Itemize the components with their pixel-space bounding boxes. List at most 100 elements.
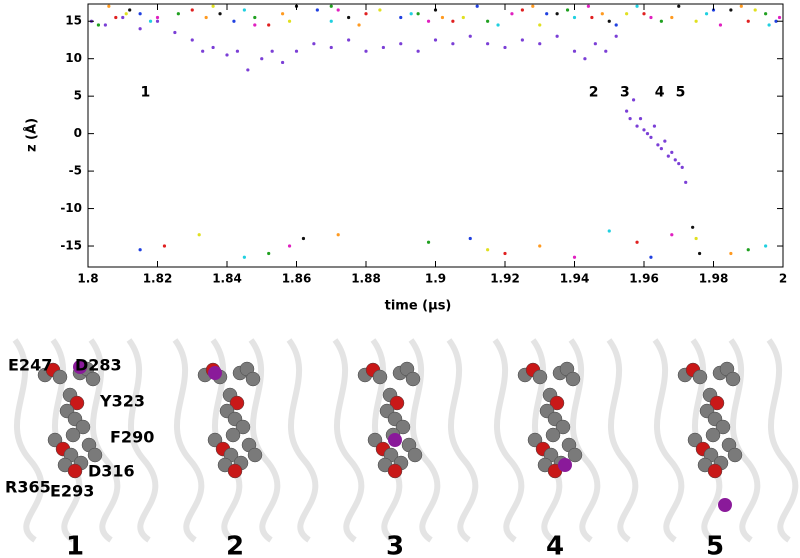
atom bbox=[75, 419, 91, 435]
point bbox=[426, 19, 431, 23]
helix bbox=[172, 338, 205, 543]
atom bbox=[69, 395, 85, 411]
point bbox=[287, 19, 292, 23]
point bbox=[433, 38, 438, 42]
point bbox=[520, 8, 524, 12]
residue-label: E247 bbox=[8, 356, 52, 375]
point bbox=[201, 49, 205, 53]
point bbox=[416, 49, 420, 53]
helix bbox=[728, 338, 761, 543]
point bbox=[270, 49, 274, 53]
point bbox=[124, 12, 128, 16]
point bbox=[607, 229, 611, 233]
point bbox=[281, 60, 285, 65]
point bbox=[656, 143, 660, 147]
point bbox=[729, 8, 733, 12]
point bbox=[764, 244, 768, 248]
point bbox=[329, 45, 333, 50]
residue-label: F290 bbox=[110, 428, 154, 447]
point bbox=[114, 15, 118, 20]
point bbox=[625, 12, 629, 16]
x-tick-label: 1.82 bbox=[143, 272, 173, 286]
point bbox=[364, 49, 368, 53]
helix bbox=[492, 338, 525, 543]
point bbox=[281, 12, 285, 16]
point bbox=[103, 23, 107, 27]
x-tick-label: 1.88 bbox=[351, 272, 381, 286]
point bbox=[698, 251, 702, 256]
helix bbox=[408, 338, 441, 543]
y-axis-label: z (Å) bbox=[24, 118, 40, 152]
point bbox=[531, 4, 535, 8]
helix bbox=[332, 338, 365, 543]
snapshot-label: 5 bbox=[706, 532, 724, 558]
point bbox=[572, 49, 577, 53]
y-tick-label: 10 bbox=[65, 51, 82, 65]
residue-label: D283 bbox=[75, 356, 122, 375]
y-tick-label: -15 bbox=[60, 239, 82, 253]
point bbox=[652, 124, 657, 128]
point bbox=[426, 240, 431, 244]
point bbox=[538, 244, 542, 248]
atom bbox=[692, 369, 708, 385]
atom bbox=[52, 369, 68, 385]
point bbox=[197, 233, 201, 237]
point bbox=[510, 12, 514, 16]
point bbox=[614, 34, 618, 38]
point bbox=[645, 132, 650, 136]
point bbox=[520, 38, 524, 42]
point bbox=[315, 8, 319, 12]
point bbox=[416, 12, 420, 16]
point bbox=[607, 19, 611, 23]
point bbox=[694, 19, 698, 23]
atom bbox=[727, 447, 743, 463]
point bbox=[538, 42, 542, 46]
point bbox=[475, 4, 479, 8]
point bbox=[642, 128, 646, 132]
point bbox=[635, 124, 639, 128]
point bbox=[190, 8, 194, 12]
annotation: 3 bbox=[620, 84, 630, 100]
snapshot-label: 1 bbox=[66, 532, 84, 558]
point bbox=[287, 244, 292, 248]
point bbox=[138, 248, 142, 252]
point bbox=[631, 98, 636, 102]
x-axis-label: time (μs) bbox=[385, 299, 452, 314]
atom bbox=[567, 447, 583, 463]
point bbox=[572, 255, 577, 259]
point bbox=[107, 4, 111, 8]
x-tick-label: 1.9 bbox=[425, 272, 446, 286]
x-tick-label: 1.92 bbox=[490, 272, 520, 286]
point bbox=[635, 240, 639, 244]
point bbox=[673, 158, 677, 162]
plot: 1.8 1.82 1.84 1.86 1.88 1.9 1.92 1.94 1.96 1.98 2 1… bbox=[60, 3, 787, 286]
atom bbox=[225, 427, 241, 443]
point bbox=[381, 45, 385, 50]
atom bbox=[532, 369, 548, 385]
atom bbox=[555, 419, 571, 435]
atom bbox=[709, 395, 725, 411]
atom bbox=[549, 395, 565, 411]
point bbox=[121, 15, 125, 20]
y-tick-label: -10 bbox=[60, 201, 82, 215]
point bbox=[677, 161, 681, 166]
point bbox=[638, 117, 643, 121]
ion bbox=[208, 366, 222, 380]
point bbox=[704, 12, 709, 16]
snapshot-label: 4 bbox=[546, 532, 564, 558]
point bbox=[211, 4, 215, 8]
point bbox=[148, 19, 153, 23]
point bbox=[767, 23, 771, 27]
point bbox=[242, 255, 246, 259]
point bbox=[260, 57, 264, 61]
point bbox=[649, 15, 653, 20]
point bbox=[468, 236, 472, 241]
x-tick-label: 1.98 bbox=[699, 272, 729, 286]
point bbox=[739, 4, 743, 8]
x-tick-label: 1.84 bbox=[212, 272, 242, 286]
atom bbox=[707, 463, 723, 479]
point bbox=[138, 12, 142, 16]
point bbox=[628, 117, 632, 121]
point bbox=[503, 251, 507, 256]
point bbox=[670, 233, 674, 237]
